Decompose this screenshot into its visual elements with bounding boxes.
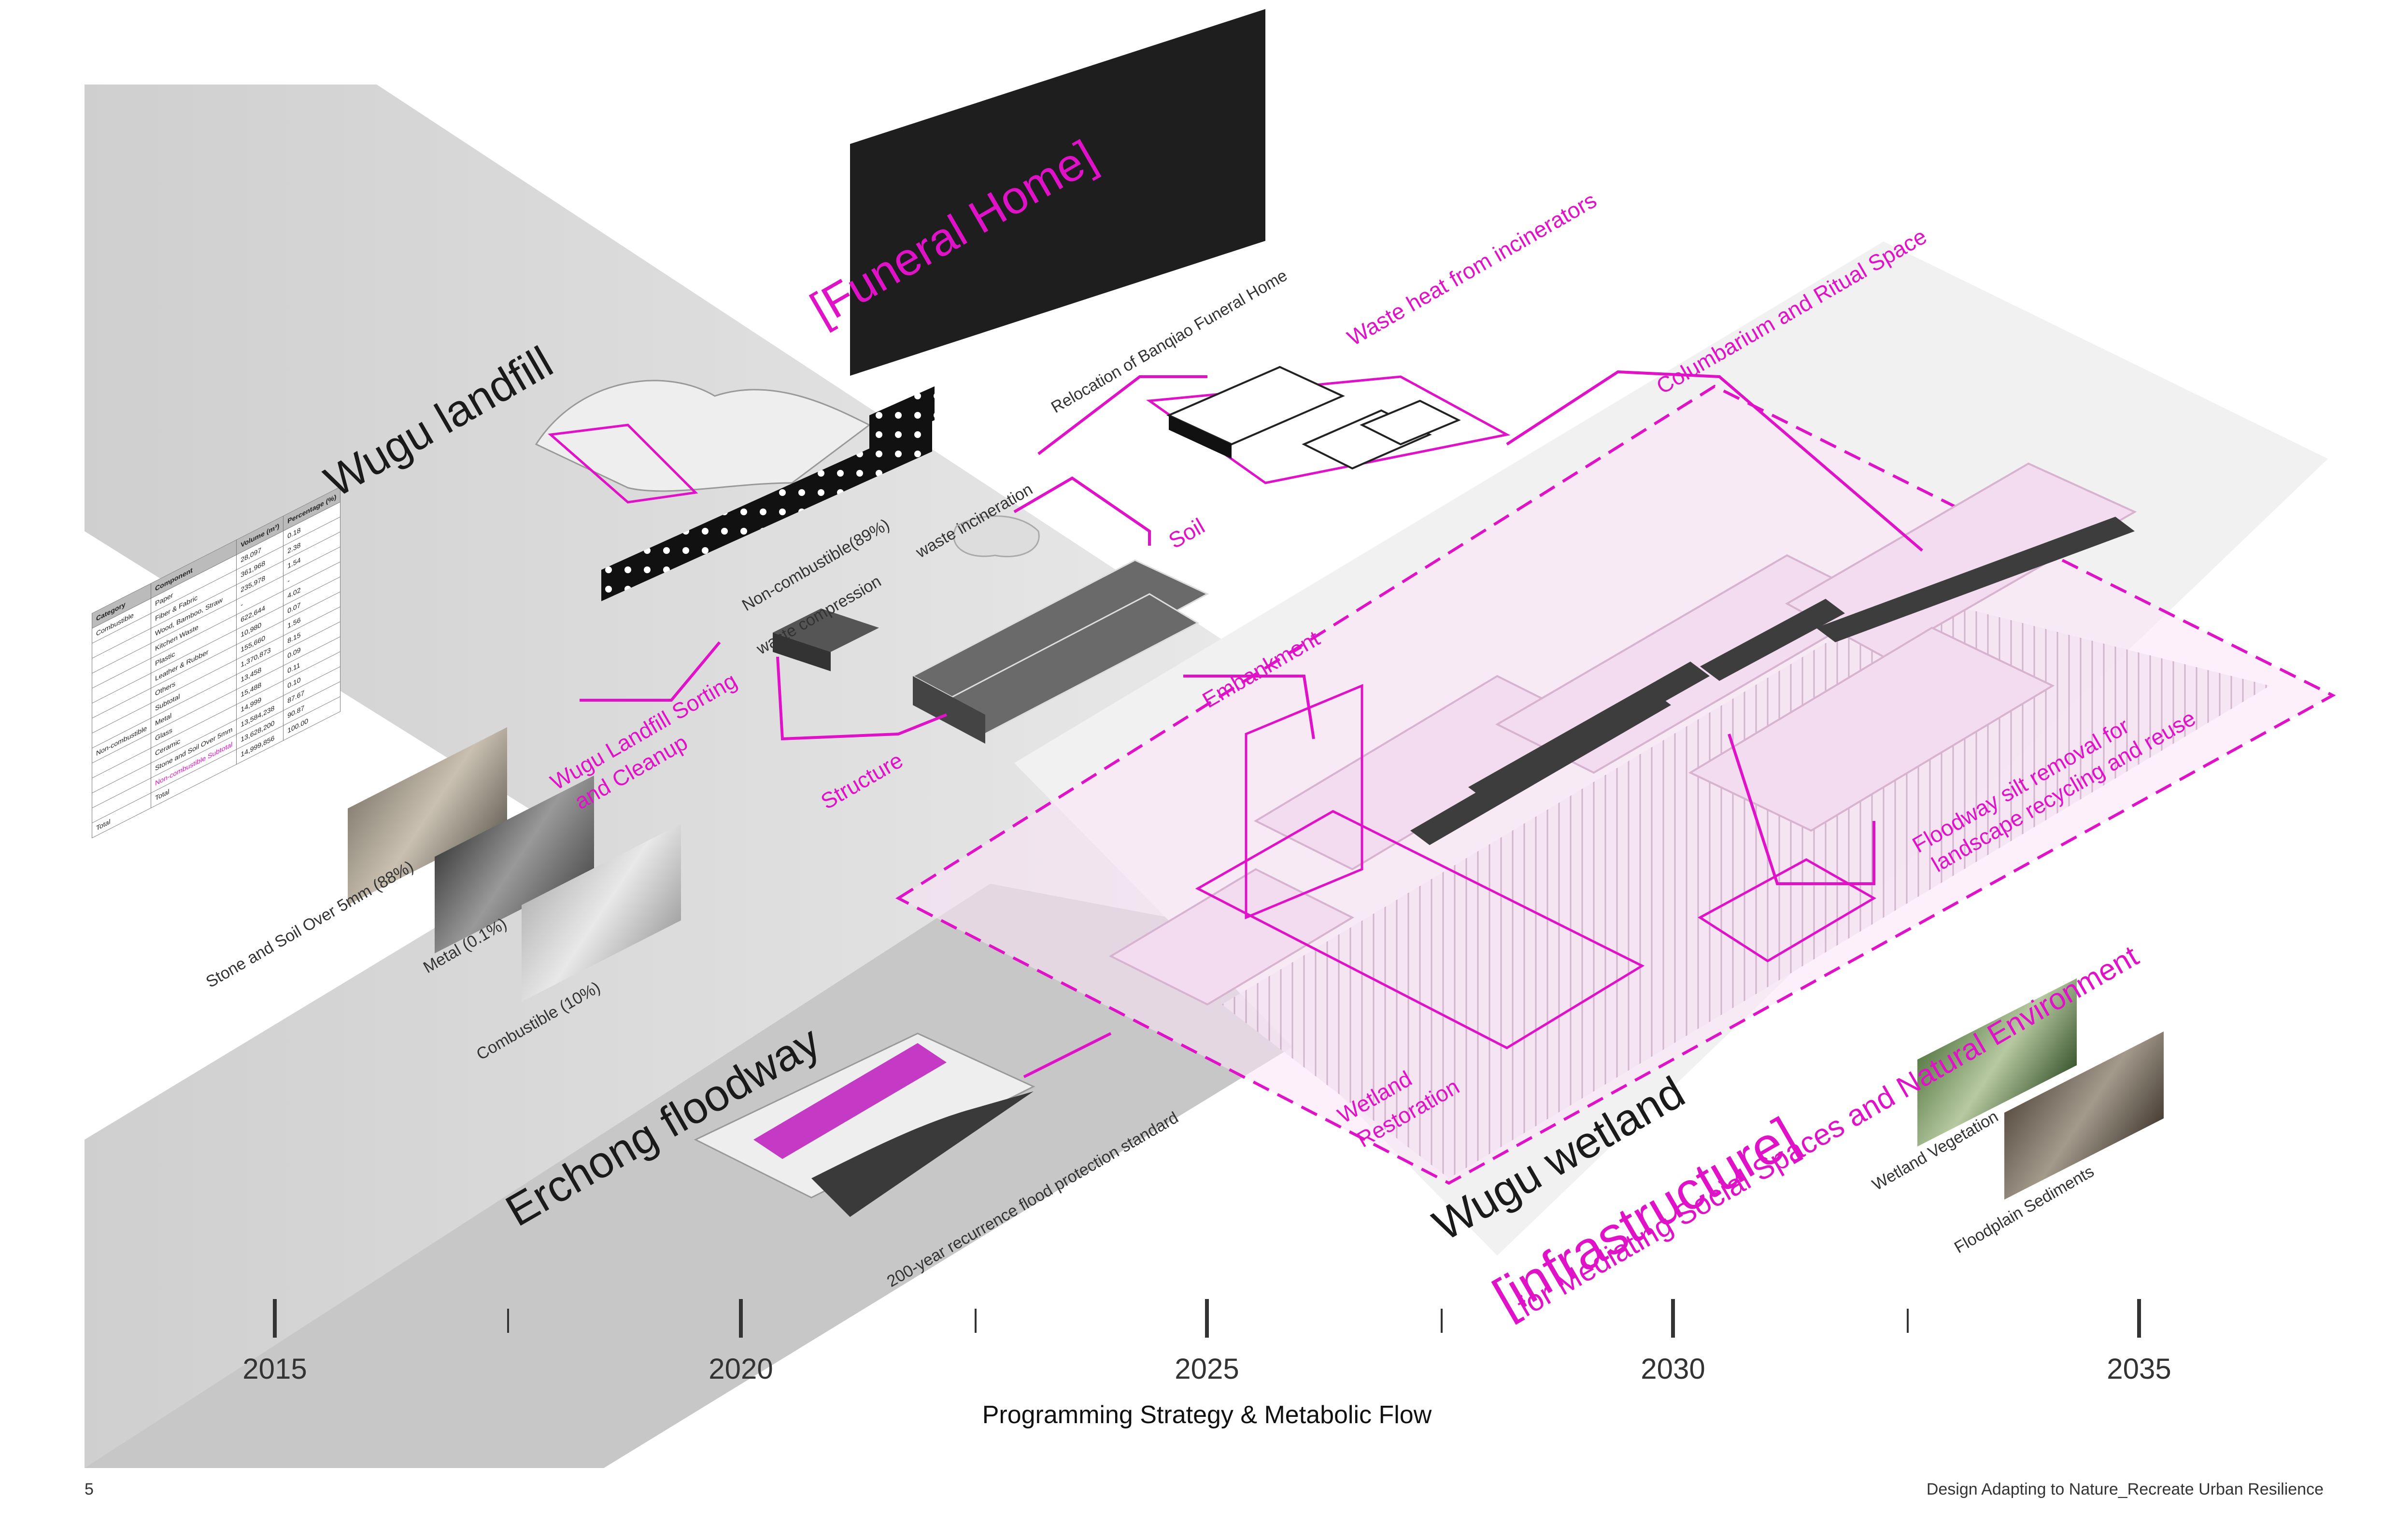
wetland-outlines <box>1195 684 1876 1049</box>
year-label: 2015 <box>242 1353 307 1385</box>
funeral-blocks <box>1146 366 1511 484</box>
axis-title: Programming Strategy & Metabolic Flow <box>982 1401 1432 1429</box>
floodway-dike <box>694 1032 1035 1217</box>
module-rows <box>1410 517 2135 845</box>
incineration-blob <box>953 515 1040 558</box>
wetland-hatch <box>1222 594 2270 1178</box>
page-number: 5 <box>85 1480 94 1498</box>
footer-title: Design Adapting to Nature_Recreate Urban… <box>1926 1480 2324 1498</box>
year-label: 2025 <box>1175 1353 1239 1385</box>
year-label: 2030 <box>1641 1353 1705 1385</box>
landfill-mound <box>535 380 935 601</box>
compression-block <box>773 608 879 652</box>
funeral-map <box>850 9 1265 376</box>
flow-arrows <box>580 370 1923 1078</box>
year-label: 2020 <box>709 1353 773 1385</box>
year-label: 2035 <box>2107 1353 2171 1385</box>
floodway-band <box>85 884 1425 1468</box>
